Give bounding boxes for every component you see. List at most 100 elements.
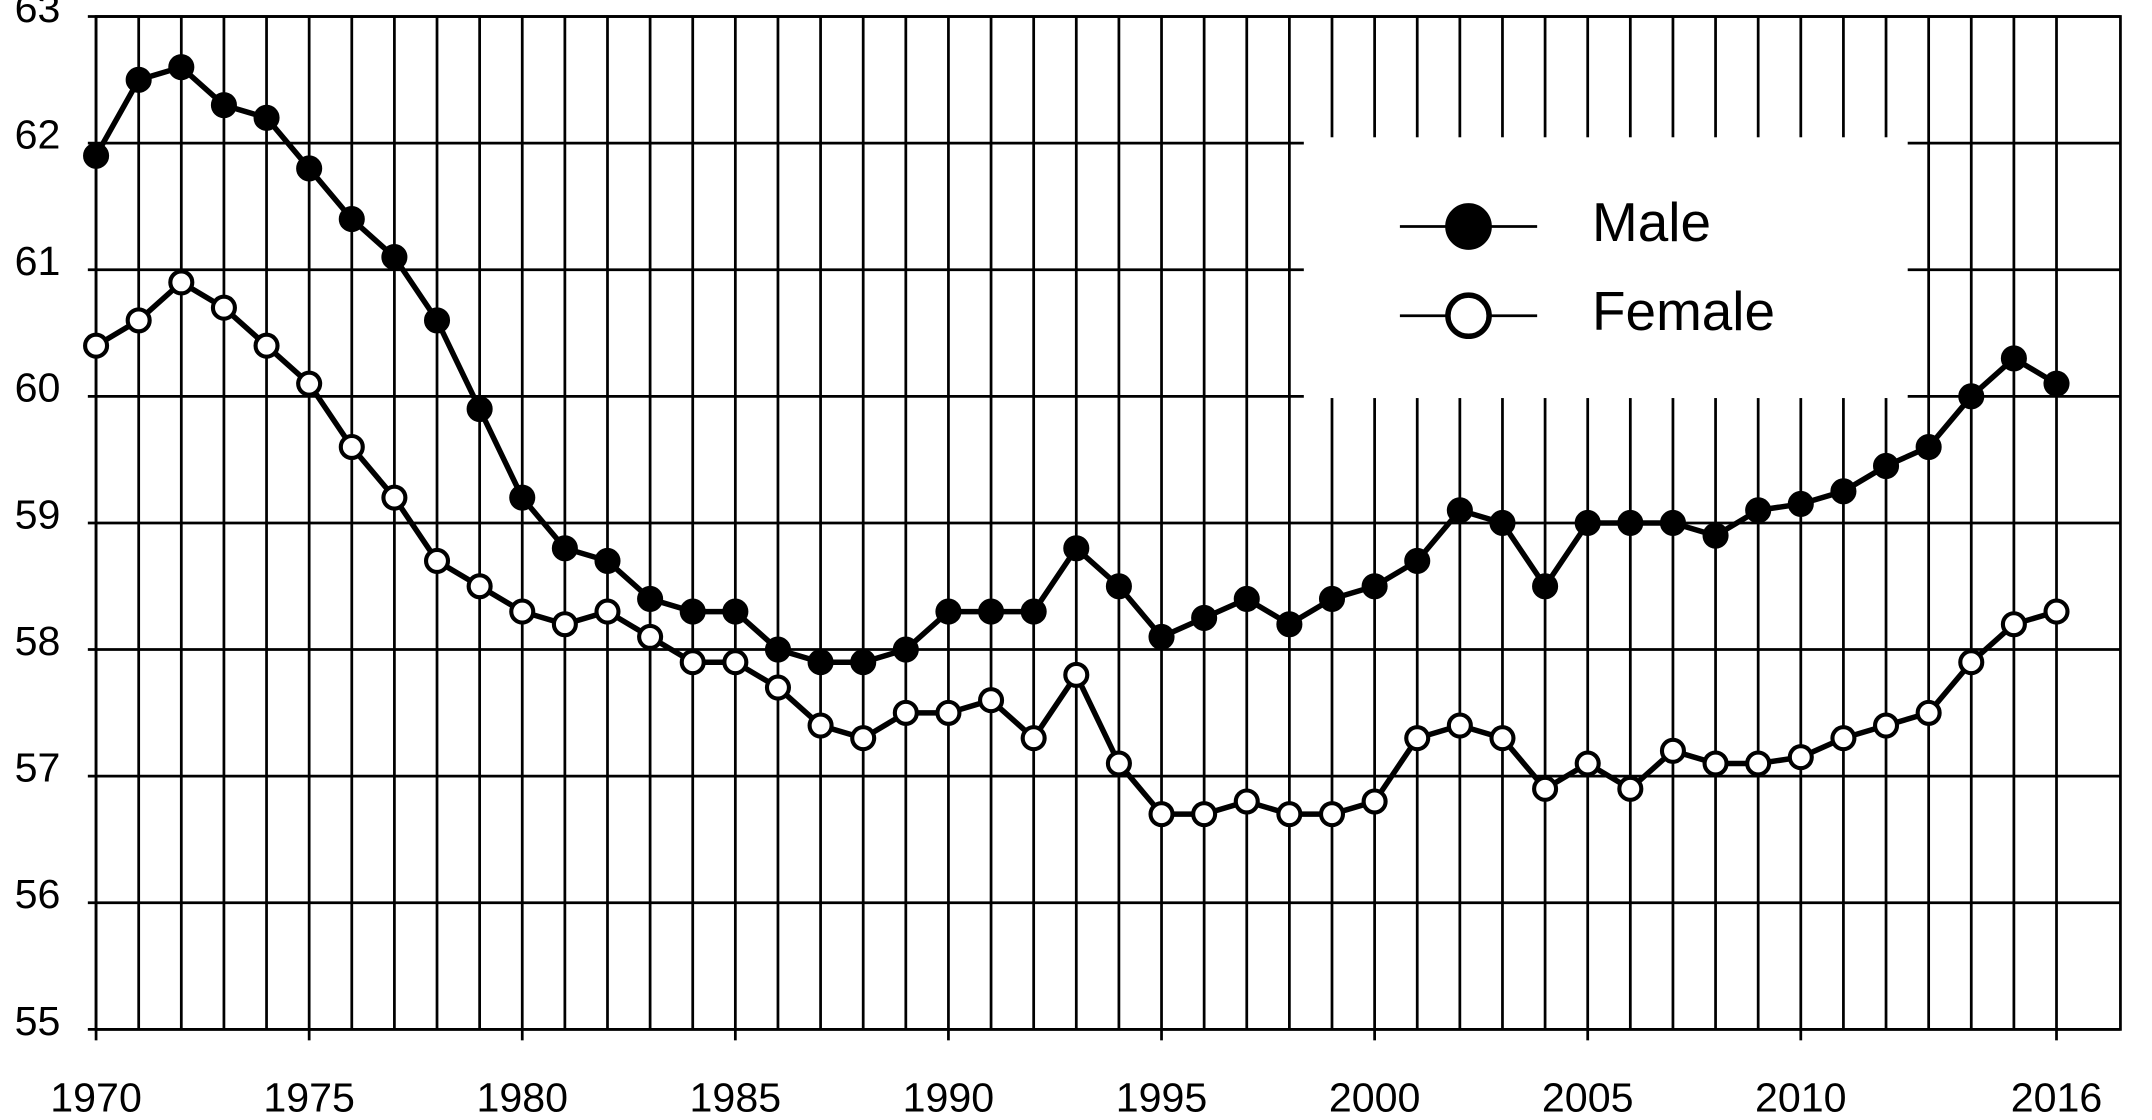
data-point [466,395,493,423]
data-point [1063,535,1090,562]
data-point [168,54,195,81]
data-point [1191,801,1218,828]
data-point [1830,478,1857,505]
data-point [168,269,195,296]
data-point [764,674,792,701]
data-point [551,611,578,638]
x-tick-label: 2016 [2011,1075,2103,1120]
data-point [1702,522,1729,549]
legend-label: Male [1592,191,1711,253]
data-point [1574,750,1601,777]
data-point [1276,801,1303,828]
x-tick-label: 1980 [476,1075,568,1120]
data-point [594,598,621,625]
data-point [1105,750,1132,777]
data-point [935,598,962,625]
data-point [978,687,1005,714]
data-point [551,535,578,562]
data-point [2043,598,2070,625]
y-tick-label: 57 [15,745,61,791]
data-point [338,206,365,233]
data-point [381,244,408,271]
data-point [1446,497,1473,524]
data-point [423,307,451,334]
data-point [1617,509,1644,536]
data-point [1233,585,1260,612]
data-point [1020,725,1047,752]
x-tick-label: 1995 [1116,1075,1208,1120]
data-point [509,598,536,625]
legend-label: Female [1592,280,1775,342]
data-point [1702,750,1729,777]
x-tick-label: 1970 [50,1075,142,1120]
data-point [509,484,536,511]
data-point [1958,649,1985,676]
data-point [1276,611,1303,638]
data-point [1872,452,1900,480]
data-point [892,636,919,663]
plot-border [94,15,2122,1031]
data-point [1787,490,1814,517]
data-point [679,598,706,625]
data-point [1318,801,1346,828]
data-point [850,649,877,676]
data-point [1745,497,1772,524]
data-point [466,573,493,600]
data-point [892,699,919,726]
y-tick-label: 58 [15,618,61,664]
data-point [253,104,280,131]
y-tick-label: 55 [15,998,61,1044]
data-point [1830,725,1857,752]
y-tick-label: 61 [15,238,61,284]
data-point [1617,775,1644,802]
data-point [1233,788,1260,815]
data-point [637,585,664,612]
data-point [1872,712,1900,739]
data-point [1148,623,1175,650]
data-point [1659,509,1686,536]
data-point [125,307,152,334]
data-point [1446,712,1473,739]
data-point [381,484,408,511]
x-tick-label: 2000 [1329,1075,1421,1120]
data-point [1361,573,1388,600]
y-tick-label: 63 [15,0,61,31]
data-point [764,636,792,663]
data-point [253,332,280,359]
data-point [210,294,237,321]
x-tick-label: 2010 [1755,1075,1847,1120]
data-point [2000,611,2027,638]
data-point [978,598,1005,625]
legend-box [1303,137,1908,399]
data-point [125,66,152,93]
x-tick-label: 1985 [690,1075,782,1120]
data-point [722,598,749,625]
data-point [1489,509,1516,536]
data-point [423,547,451,574]
data-point [1404,547,1431,574]
data-point [1659,737,1686,764]
y-tick-label: 62 [15,112,61,158]
y-tick-label: 56 [15,871,61,917]
x-tick-label: 1975 [263,1075,355,1120]
data-point [1105,573,1132,600]
data-point [1574,509,1601,536]
data-point [1489,725,1516,752]
data-point [1915,433,1942,461]
data-point [935,699,962,726]
data-point [1020,598,1047,625]
data-point [1148,801,1175,828]
data-point [2000,345,2027,372]
legend-marker [1445,292,1492,340]
data-point [1191,604,1218,631]
data-point [2043,370,2070,397]
x-tick-label: 2005 [1542,1075,1634,1120]
data-point [1787,744,1814,771]
data-point [594,547,621,574]
data-point [722,649,749,676]
data-point [807,649,834,676]
legend-marker [1445,203,1492,250]
data-point [1063,661,1090,688]
data-point [210,92,237,119]
